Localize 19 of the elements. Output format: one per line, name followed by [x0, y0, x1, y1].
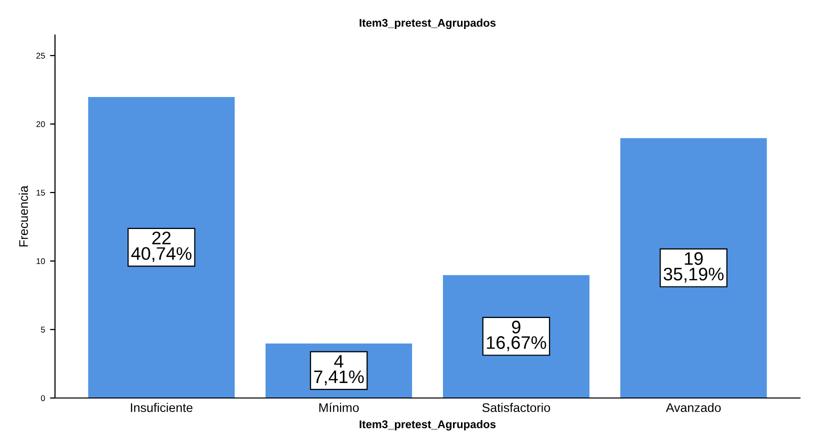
bar [87, 96, 236, 398]
data-label: 9 16,67% [486, 320, 546, 352]
y-tick-label: 20 [36, 121, 45, 128]
data-label: 22 40,74% [131, 232, 192, 262]
bar [620, 137, 768, 398]
y-tick-label: 25 [36, 52, 45, 59]
y-tick-label: 10 [36, 258, 45, 264]
y-tick-label: 15 [36, 190, 45, 196]
x-tick-label: Mínimo [319, 402, 359, 412]
x-tick-label: Satisfactorio [482, 402, 550, 412]
x-tick-label: Insuficiente [130, 402, 192, 412]
x-tick-label: Avanzado [666, 402, 721, 412]
y-tick-label: 5 [40, 326, 45, 333]
y-axis-title: Frecuencia [18, 186, 28, 246]
data-label: 4 7,41% [314, 355, 364, 386]
data-label: 19 35,19% [664, 252, 724, 283]
x-axis-title: Item3_pretest_Agrupados [360, 420, 496, 430]
y-tick-label: 0 [40, 395, 45, 402]
chart-title: Item3_pretest_Agrupados [360, 18, 496, 30]
